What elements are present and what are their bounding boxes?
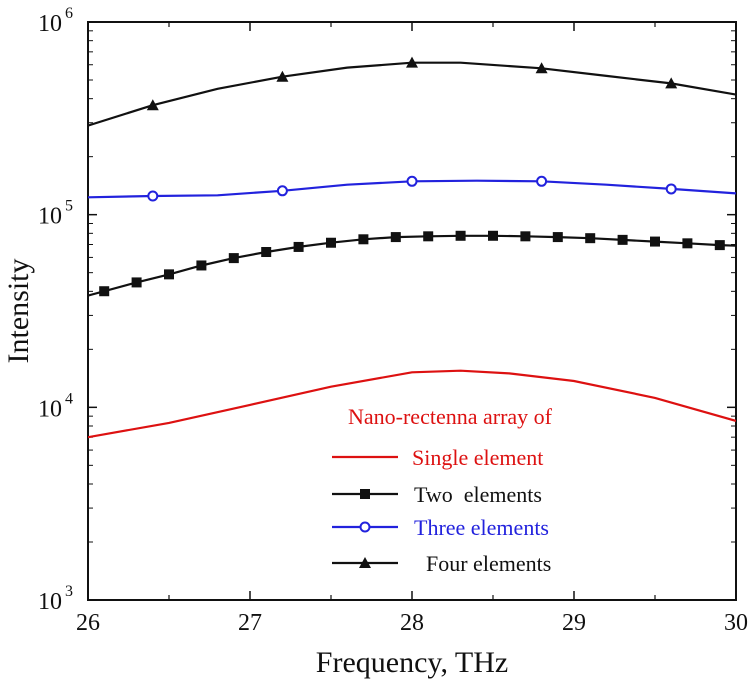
data-point-two-elements [99, 286, 110, 297]
data-point-three-elements [276, 185, 288, 197]
data-point-three-elements [536, 175, 548, 187]
plot-frame [87, 21, 737, 601]
series-line-four-elements [88, 61, 736, 127]
data-point-three-elements [406, 175, 418, 187]
data-point-four-elements [406, 56, 418, 68]
data-point-four-elements [276, 70, 289, 82]
data-point-three-elements [147, 190, 159, 202]
data-point-two-elements [293, 241, 304, 252]
legend-label-four-elements: Four elements [426, 551, 551, 576]
legend-marker-two-elements [360, 489, 370, 499]
x-tick-label: 30 [724, 610, 748, 636]
data-point-two-elements [164, 269, 174, 280]
y-tick-label: 10 [38, 204, 62, 230]
series-line-single-element [88, 369, 736, 439]
series-line-two-elements [88, 234, 736, 297]
data-point-two-elements [326, 237, 336, 248]
data-point-two-elements [358, 234, 369, 245]
x-tick-label: 28 [400, 610, 424, 636]
y-tick-label: 10 [38, 11, 62, 37]
data-point-three-elements [665, 183, 677, 195]
data-point-two-elements [131, 277, 142, 288]
legend-label-three-elements: Three elements [414, 515, 549, 540]
data-point-two-elements [520, 231, 531, 242]
data-point-four-elements [146, 99, 159, 111]
data-point-two-elements [617, 234, 628, 245]
data-point-two-elements [585, 233, 596, 244]
data-point-two-elements [196, 260, 207, 271]
y-tick-label: 10 [38, 589, 62, 615]
y-tick-label: 10 [38, 396, 62, 422]
data-point-two-elements [682, 238, 693, 249]
legend-marker-three-elements [359, 521, 371, 533]
data-point-two-elements [455, 230, 466, 241]
legend: Nano-rectenna array of Single element Two… [332, 404, 553, 576]
data-point-two-elements [390, 232, 401, 243]
y-tick-exponent: 6 [65, 5, 73, 22]
legend-label-single-element: Single element [412, 445, 543, 470]
data-series [88, 56, 736, 439]
data-point-two-elements [261, 247, 272, 258]
data-point-two-elements [552, 232, 563, 243]
x-axis-title: Frequency, THz [316, 646, 508, 679]
data-point-two-elements [423, 231, 434, 242]
x-tick-label: 26 [76, 610, 100, 636]
x-tick-label: 29 [562, 610, 586, 636]
y-tick-exponent: 4 [65, 390, 73, 407]
data-point-two-elements [714, 240, 725, 251]
data-point-two-elements [650, 236, 660, 247]
data-point-two-elements [228, 253, 239, 264]
legend-marker-four-elements [359, 557, 371, 568]
y-tick-exponent: 3 [65, 583, 73, 600]
data-point-two-elements [488, 230, 498, 241]
y-tick-exponent: 5 [65, 198, 73, 215]
data-point-four-elements [665, 77, 678, 89]
data-point-four-elements [535, 62, 548, 74]
y-axis-title: Intensity [2, 259, 35, 364]
x-tick-label: 27 [238, 610, 262, 636]
legend-label-two-elements: Two elements [414, 482, 542, 507]
legend-title: Nano-rectenna array of [348, 404, 553, 429]
